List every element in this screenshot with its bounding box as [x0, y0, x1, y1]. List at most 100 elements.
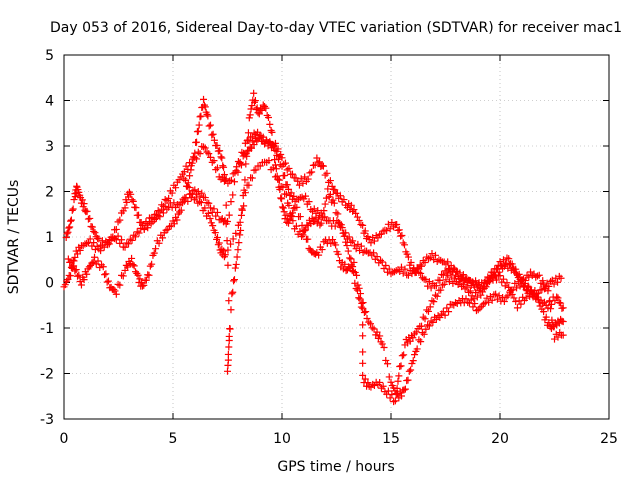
data-point	[359, 304, 367, 312]
data-point	[243, 152, 251, 160]
data-point	[441, 311, 449, 319]
data-point	[185, 184, 193, 192]
data-point	[320, 207, 328, 215]
data-point	[323, 169, 331, 177]
data-point	[91, 246, 99, 254]
data-point	[378, 340, 386, 348]
data-point	[325, 178, 333, 186]
data-point	[135, 229, 143, 237]
data-point	[186, 172, 194, 180]
data-point	[245, 114, 253, 122]
data-point	[253, 104, 261, 112]
data-point	[554, 294, 562, 302]
data-point	[235, 239, 243, 247]
data-point	[130, 262, 138, 270]
data-point	[417, 269, 425, 277]
data-point	[384, 387, 392, 395]
data-point	[135, 211, 143, 219]
data-point	[86, 235, 94, 243]
data-point	[373, 253, 381, 261]
data-point	[83, 207, 91, 215]
data-point	[392, 390, 400, 398]
data-point	[305, 245, 313, 253]
data-point	[222, 201, 230, 209]
data-point	[279, 204, 287, 212]
data-point	[385, 265, 393, 273]
data-point	[112, 290, 120, 298]
data-point	[201, 204, 209, 212]
data-point	[401, 241, 409, 249]
data-point	[245, 181, 253, 189]
data-point	[246, 111, 254, 119]
data-point	[513, 304, 521, 312]
data-point	[359, 321, 367, 329]
data-point	[334, 250, 342, 258]
data-point	[503, 279, 511, 287]
data-point	[193, 138, 201, 146]
data-point	[331, 222, 339, 230]
data-point	[356, 295, 364, 303]
data-point	[229, 191, 237, 199]
data-point	[424, 307, 432, 315]
data-point	[553, 293, 561, 301]
data-point	[544, 287, 552, 295]
data-point	[531, 287, 539, 295]
data-point	[540, 308, 548, 316]
data-point	[64, 228, 72, 236]
data-point	[102, 270, 110, 278]
data-point	[394, 226, 402, 234]
y-tick-label: 4	[45, 94, 54, 110]
data-point	[391, 397, 399, 405]
data-point	[465, 288, 473, 296]
data-point	[486, 292, 494, 300]
data-point	[188, 159, 196, 167]
data-point	[545, 298, 553, 306]
data-point	[340, 232, 348, 240]
data-point	[221, 177, 229, 185]
data-point	[427, 317, 435, 325]
data-point	[500, 297, 508, 305]
data-point	[152, 245, 160, 253]
data-point	[349, 237, 357, 245]
data-point	[351, 279, 359, 287]
data-point	[252, 166, 260, 174]
data-point	[209, 222, 217, 230]
data-point	[132, 204, 140, 212]
data-point	[71, 267, 79, 275]
data-point	[285, 185, 293, 193]
data-point	[269, 164, 277, 172]
data-point	[492, 290, 500, 298]
y-tick-label: -1	[40, 321, 54, 337]
data-point	[187, 166, 195, 174]
data-point	[559, 331, 567, 339]
data-point	[493, 265, 501, 273]
data-point	[370, 237, 378, 245]
data-point	[159, 234, 167, 242]
data-point	[165, 194, 173, 202]
data-point	[535, 271, 543, 279]
data-point	[315, 215, 323, 223]
data-point	[144, 224, 152, 232]
data-point	[259, 133, 267, 141]
data-point	[99, 263, 107, 271]
data-point	[417, 338, 425, 346]
data-point	[550, 280, 558, 288]
data-point	[486, 277, 494, 285]
data-point	[224, 246, 232, 254]
data-point	[218, 245, 226, 253]
data-point	[128, 236, 136, 244]
data-point	[373, 328, 381, 336]
data-point	[431, 291, 439, 299]
data-point	[212, 166, 220, 174]
data-point	[200, 143, 208, 151]
data-point	[418, 262, 426, 270]
data-point	[400, 351, 408, 359]
data-point	[230, 178, 238, 186]
data-point	[206, 121, 214, 129]
data-point	[419, 313, 427, 321]
data-point	[233, 253, 241, 261]
x-tick-label: 0	[60, 431, 69, 447]
data-point	[132, 268, 140, 276]
data-point	[281, 159, 289, 167]
data-point	[121, 204, 129, 212]
